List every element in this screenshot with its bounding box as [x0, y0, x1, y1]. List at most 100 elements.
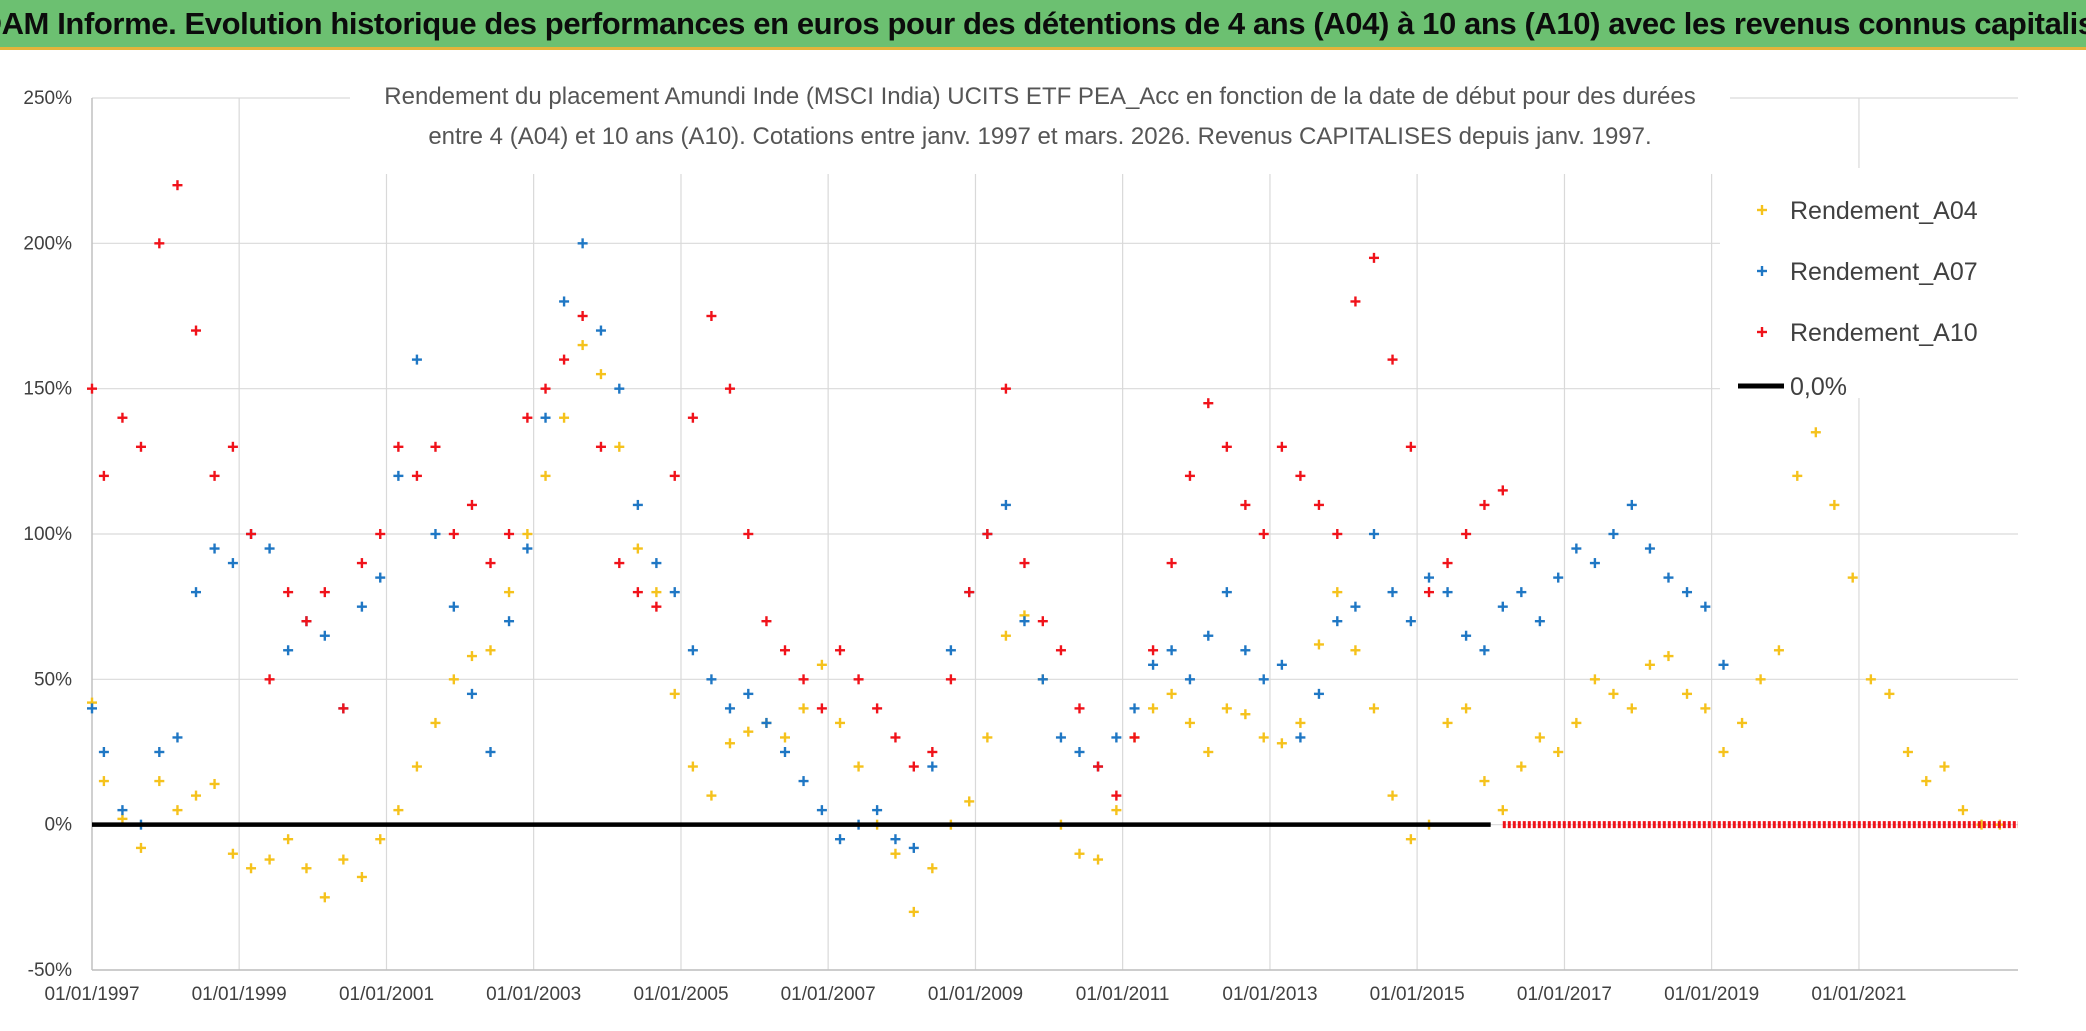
data-point: [1479, 776, 1490, 787]
data-point: [1497, 601, 1508, 612]
data-point: [1276, 441, 1287, 452]
data-point: [1184, 717, 1195, 728]
x-tick-label: 01/01/1999: [192, 984, 287, 1005]
data-point: [117, 813, 128, 824]
data-point: [522, 529, 533, 539]
data-point: [1166, 645, 1177, 656]
data-point: [779, 645, 790, 656]
data-point: [816, 659, 827, 670]
data-point: [1074, 703, 1085, 714]
data-point: [1700, 703, 1711, 714]
data-point: [687, 761, 698, 772]
data-point: [356, 601, 367, 612]
legend-label: Rendement_A04: [1790, 197, 1978, 225]
data-point: [706, 674, 717, 685]
data-point: [209, 470, 220, 481]
data-point: [301, 616, 312, 627]
data-point: [1166, 558, 1177, 569]
data-point: [651, 587, 662, 598]
data-point: [577, 311, 588, 321]
data-point: [724, 738, 735, 749]
data-point: [1644, 659, 1655, 670]
data-point: [1810, 427, 1821, 438]
data-point: [209, 543, 220, 554]
data-point: [1148, 645, 1159, 656]
data-point: [595, 369, 606, 380]
data-point: [614, 441, 625, 452]
y-tick-label: 50%: [34, 669, 72, 690]
data-point: [283, 587, 294, 598]
data-point: [172, 805, 183, 816]
data-point: [485, 558, 496, 569]
data-point: [1626, 499, 1637, 510]
data-point: [375, 834, 386, 845]
data-point: [485, 747, 496, 757]
data-point: [743, 726, 754, 737]
data-point: [1516, 761, 1527, 772]
data-point: [1461, 703, 1472, 714]
data-point: [393, 470, 404, 481]
data-point: [1608, 688, 1619, 699]
data-point: [1332, 587, 1343, 598]
data-point: [614, 558, 625, 569]
data-point: [1019, 558, 1030, 569]
data-point: [154, 747, 165, 757]
data-point: [927, 863, 938, 874]
data-point: [632, 499, 643, 510]
data-point: [1884, 688, 1895, 699]
data-point: [209, 778, 220, 789]
data-point: [779, 747, 790, 757]
data-point: [246, 863, 257, 874]
data-point: [154, 776, 165, 787]
data-point: [1000, 499, 1011, 510]
data-point: [1258, 674, 1269, 685]
x-tick-label: 01/01/2003: [486, 984, 581, 1005]
x-tick-label: 01/01/2009: [928, 984, 1023, 1005]
data-point: [1368, 252, 1379, 263]
chart-legend: Rendement_A04 Rendement_A07 Rendement_A10 0…: [1720, 168, 2020, 401]
data-point: [135, 441, 146, 452]
data-point: [1221, 441, 1232, 452]
data-point: [1055, 732, 1066, 743]
legend-label: Rendement_A10: [1790, 319, 1978, 347]
data-point: [982, 732, 993, 743]
data-point: [1111, 805, 1122, 816]
data-point: [1166, 688, 1177, 699]
data-point: [1939, 761, 1950, 772]
data-point: [283, 645, 294, 656]
x-tick-label: 01/01/2005: [633, 984, 728, 1005]
data-point: [743, 688, 754, 699]
data-point: [1479, 499, 1490, 510]
data-point: [982, 529, 993, 539]
data-point: [1405, 834, 1416, 845]
data-point: [1461, 630, 1472, 641]
data-point: [1295, 470, 1306, 481]
data-point: [1682, 688, 1693, 699]
data-point: [338, 854, 349, 865]
data-point: [577, 340, 588, 351]
data-point: [411, 761, 422, 772]
data-point: [835, 834, 846, 845]
data-point: [1203, 398, 1214, 409]
data-point: [1074, 747, 1085, 757]
data-point: [319, 630, 330, 641]
x-tick-label: 01/01/2001: [339, 984, 434, 1005]
data-point: [743, 529, 754, 539]
data-point: [890, 834, 901, 845]
data-point: [761, 717, 772, 728]
data-point: [1865, 674, 1876, 685]
data-point: [1350, 296, 1361, 307]
y-tick-label: 250%: [23, 88, 72, 109]
y-tick-label: 200%: [23, 233, 72, 254]
data-point: [1718, 659, 1729, 670]
data-point: [1682, 587, 1693, 598]
data-point: [872, 805, 883, 816]
data-point: [1221, 587, 1232, 598]
data-point: [1405, 616, 1416, 627]
data-point: [632, 543, 643, 554]
performance-chart: -50%0%50%100%150%200%250% 01/01/1997 01/0…: [0, 50, 2086, 1031]
chart-title-block: Rendement du placement Amundi Inde (MSCI…: [350, 74, 1730, 174]
data-point: [1792, 470, 1803, 481]
legend-background: [1720, 168, 2020, 398]
data-point: [595, 441, 606, 452]
